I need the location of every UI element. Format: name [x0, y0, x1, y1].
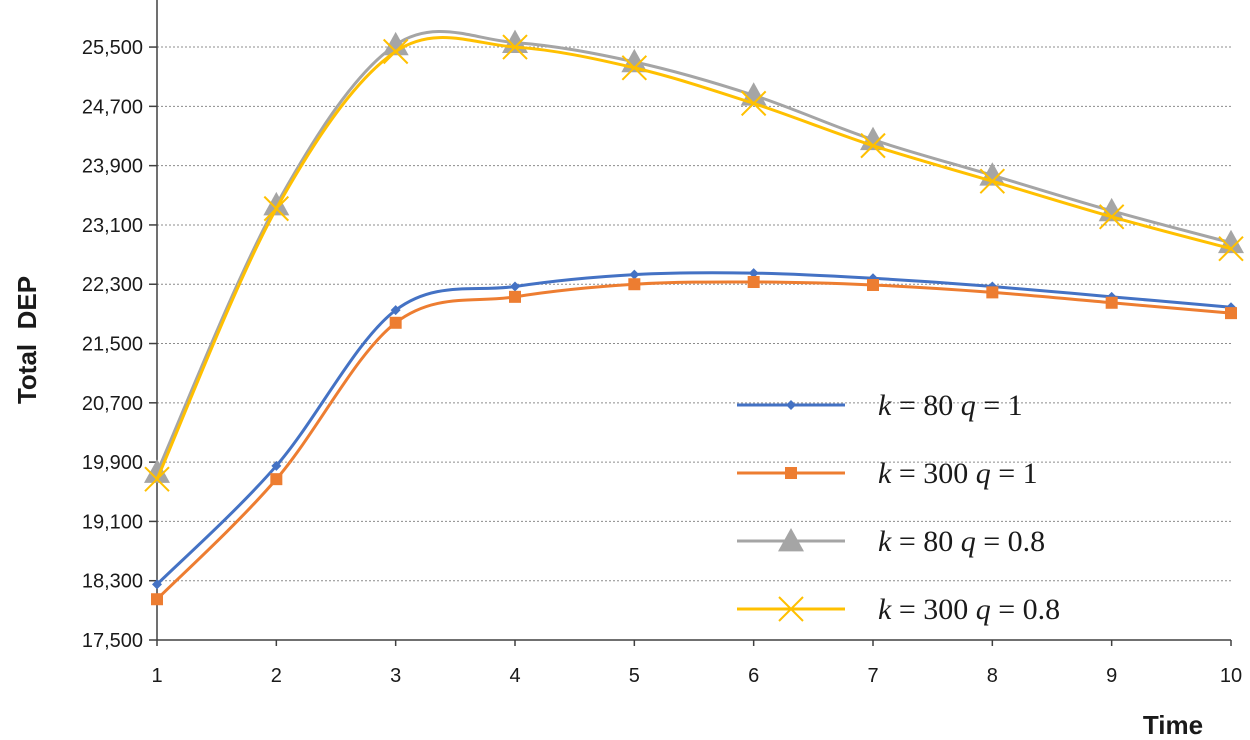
data-point	[510, 281, 520, 292]
data-point	[986, 286, 999, 299]
legend-entry: k = 80 q = 0.8	[737, 525, 1045, 558]
data-point	[152, 579, 162, 590]
legend-entry: k = 300 q = 1	[737, 457, 1038, 490]
data-point	[151, 593, 163, 606]
y-tick-label: 18,300	[82, 571, 143, 593]
legend-marker	[786, 400, 796, 410]
y-tick-label: 19,900	[82, 452, 143, 474]
x-tick-label: 5	[629, 665, 640, 687]
x-tick-label: 3	[390, 665, 401, 687]
legend-label: k = 300 q = 0.8	[878, 593, 1060, 626]
data-point	[628, 278, 641, 291]
series-3	[144, 29, 1244, 483]
data-point	[629, 269, 640, 280]
series-line	[155, 30, 1233, 474]
data-point	[144, 459, 170, 483]
data-point	[509, 290, 521, 303]
legend-entry: k = 300 q = 0.8	[737, 593, 1060, 626]
data-point	[389, 316, 402, 329]
x-tick-label: 6	[748, 665, 759, 687]
x-tick-label: 10	[1220, 665, 1242, 687]
y-tick-label: 19,100	[82, 511, 143, 533]
data-point	[860, 132, 886, 159]
series-line	[155, 280, 1233, 601]
data-point	[263, 191, 290, 216]
data-point	[867, 278, 879, 291]
y-tick-label: 25,500	[82, 37, 143, 59]
series-line	[155, 36, 1233, 481]
x-tick-label: 4	[509, 665, 520, 687]
y-tick-label: 23,900	[82, 156, 143, 178]
y-tick-label: 17,500	[82, 630, 143, 652]
legend: k = 80 q = 1 k = 300 q = 1 k = 80 q = 0.8 k…	[737, 389, 1060, 626]
x-axis-title: Time	[1143, 710, 1203, 740]
series-2	[151, 276, 1237, 606]
data-point	[1105, 296, 1118, 309]
y-tick-label: 24,700	[82, 96, 143, 118]
axes: 17,500 18,300 19,100 19,900 20,700 21,500 22,3…	[82, 0, 1242, 687]
legend-entry: k = 80 q = 1	[737, 389, 1023, 422]
legend-label: k = 80 q = 1	[878, 389, 1023, 422]
x-tick-label: 1	[151, 665, 162, 687]
series-4	[144, 34, 1244, 492]
x-tick-label: 9	[1106, 665, 1117, 687]
data-point	[747, 276, 760, 289]
legend-label: k = 80 q = 0.8	[878, 525, 1045, 558]
data-point	[263, 195, 290, 222]
y-tick-label: 21,500	[82, 334, 143, 356]
legend-label: k = 300 q = 1	[878, 457, 1038, 490]
data-point	[740, 90, 767, 117]
x-tick-label: 8	[987, 665, 998, 687]
legend-marker	[778, 528, 804, 552]
data-point	[382, 31, 409, 56]
series-group	[144, 29, 1244, 606]
legend-marker	[778, 596, 804, 622]
data-point	[1218, 235, 1244, 262]
x-tick-label: 7	[867, 665, 878, 687]
legend-marker	[785, 467, 797, 479]
data-point	[270, 473, 283, 486]
x-tick-label: 2	[271, 665, 282, 687]
data-point	[390, 305, 401, 316]
data-point	[1225, 307, 1237, 320]
y-tick-label: 20,700	[82, 393, 143, 415]
series-line	[155, 271, 1233, 586]
data-point	[621, 55, 648, 81]
y-tick-label: 22,300	[82, 274, 143, 296]
data-point	[382, 38, 409, 65]
data-point	[144, 466, 170, 492]
grid-lines	[157, 46, 1231, 582]
data-point	[502, 34, 528, 60]
data-point	[1098, 204, 1125, 230]
data-point	[271, 460, 282, 471]
data-point	[748, 268, 759, 279]
data-point	[979, 168, 1006, 194]
y-tick-label: 23,100	[82, 215, 143, 237]
y-axis-title: Total DEP	[12, 276, 42, 404]
